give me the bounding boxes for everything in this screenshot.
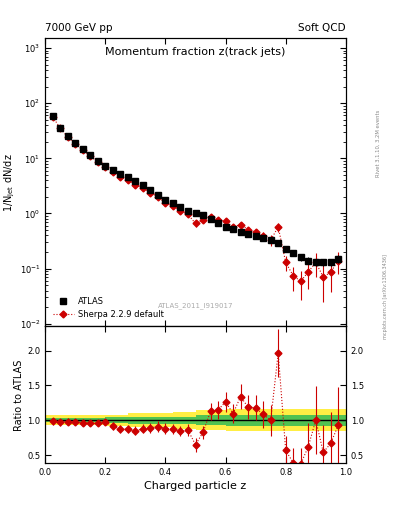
Text: 7000 GeV pp: 7000 GeV pp	[45, 23, 113, 33]
Text: Soft QCD: Soft QCD	[298, 23, 346, 33]
Text: mcplots.cern.ch [arXiv:1306.3436]: mcplots.cern.ch [arXiv:1306.3436]	[383, 254, 387, 339]
Text: Rivet 3.1.10, 3.2M events: Rivet 3.1.10, 3.2M events	[376, 110, 380, 177]
Legend: ATLAS, Sherpa 2.2.9 default: ATLAS, Sherpa 2.2.9 default	[50, 293, 167, 322]
X-axis label: Charged particle z: Charged particle z	[144, 481, 247, 492]
Y-axis label: 1/N$_\mathrm{jet}$ dN/dz: 1/N$_\mathrm{jet}$ dN/dz	[2, 153, 17, 211]
Y-axis label: Ratio to ATLAS: Ratio to ATLAS	[15, 359, 24, 431]
Text: Momentum fraction z(track jets): Momentum fraction z(track jets)	[105, 47, 286, 57]
Text: ATLAS_2011_I919017: ATLAS_2011_I919017	[158, 303, 233, 309]
